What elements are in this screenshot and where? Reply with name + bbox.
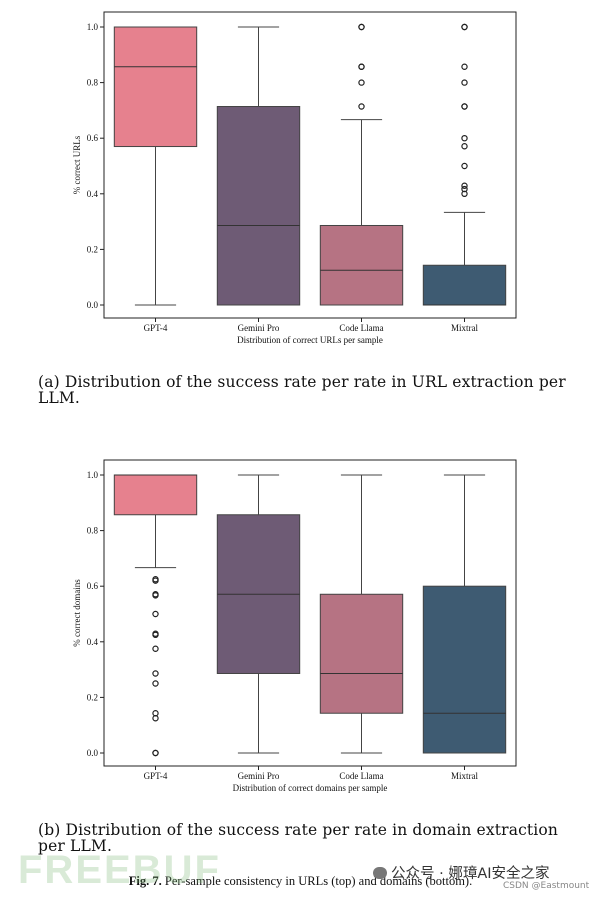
figure-label: Fig. 7. <box>128 874 162 888</box>
y-tick-label: 0.0 <box>87 748 99 758</box>
outlier-point <box>152 610 159 618</box>
y-tick-label: 0.0 <box>87 300 99 310</box>
box-gpt-4 <box>113 26 198 148</box>
box-gemini-pro <box>216 106 301 306</box>
outlier-point <box>358 79 365 86</box>
box-mixtral <box>422 264 507 306</box>
y-tick-label: 1.0 <box>87 22 99 32</box>
wechat-icon <box>373 867 387 879</box>
watermark-wechat-text: 公众号 · 娜璋AI安全之家 <box>391 866 550 882</box>
y-axis-label: % correct domains <box>72 579 82 647</box>
x-tick-label: Mixtral <box>451 771 478 781</box>
caption-b: (b) Distribution of the success rate per… <box>38 821 559 855</box>
outlier-point <box>461 63 468 70</box>
y-tick-label: 0.4 <box>87 637 99 647</box>
outlier-point <box>152 645 159 652</box>
watermark-freebuf: FREEBUF <box>18 848 221 892</box>
outlier-point <box>358 63 365 70</box>
outlier-point <box>461 103 468 110</box>
caption-a: (a) Distribution of the success rate per… <box>38 373 566 407</box>
outlier-point <box>152 631 159 639</box>
outlier-point <box>461 162 468 170</box>
box-code-llama <box>319 224 404 306</box>
outlier-point <box>152 715 159 722</box>
chart-domain-boxplot: 0.0 0.2 0.4 0.6 0.8 1.0 GPT-4 Gemini Pro Code Ll… <box>72 459 517 793</box>
outlier-point <box>358 103 365 110</box>
y-tick-label: 0.4 <box>87 189 99 199</box>
watermark-wechat: 公众号 · 娜璋AI安全之家 <box>373 862 550 883</box>
outlier-point <box>358 23 365 31</box>
outlier-point <box>461 134 468 142</box>
x-tick-label: Gemini Pro <box>238 771 280 781</box>
outlier-point <box>152 680 159 687</box>
plot-frame <box>103 11 517 319</box>
box-gpt-4 <box>113 474 198 516</box>
x-tick-label: GPT-4 <box>144 323 168 333</box>
outlier-point <box>461 143 468 150</box>
watermark-csdn: CSDN @Eastmount <box>503 881 590 891</box>
outlier-point <box>152 592 159 599</box>
y-tick-label: 0.6 <box>87 133 99 143</box>
outlier-point <box>152 670 159 677</box>
outlier-point <box>461 23 468 31</box>
figure-caption-text: Per-sample consistency in URLs (top) and… <box>164 874 473 888</box>
outlier-point <box>152 577 159 584</box>
chart-url-boxplot: 0.0 0.2 0.4 0.6 0.8 1.0 GPT-4 Gemini Pro Code Ll… <box>72 11 517 345</box>
y-tick-label: 0.2 <box>87 244 98 254</box>
outlier-point <box>461 79 468 86</box>
box-code-llama <box>319 593 404 714</box>
y-axis-label: % correct URLs <box>72 135 82 194</box>
figure-caption: Fig. 7. Per-sample consistency in URLs (… <box>0 874 601 889</box>
y-tick-label: 0.2 <box>87 692 98 702</box>
x-tick-label: Code Llama <box>339 323 383 333</box>
y-tick-label: 0.8 <box>87 526 99 536</box>
outlier-point <box>152 749 159 757</box>
x-axis-label: Distribution of correct URLs per sample <box>237 335 383 345</box>
box-mixtral <box>422 585 507 754</box>
outlier-point <box>461 182 468 189</box>
outlier-point <box>461 185 468 193</box>
x-tick-label: Mixtral <box>451 323 478 333</box>
y-tick-label: 1.0 <box>87 470 99 480</box>
x-tick-label: Code Llama <box>339 771 383 781</box>
x-tick-label: GPT-4 <box>144 771 168 781</box>
y-tick-label: 0.6 <box>87 581 99 591</box>
x-tick-label: Gemini Pro <box>238 323 280 333</box>
x-axis-label: Distribution of correct domains per samp… <box>233 783 388 793</box>
plot-frame <box>103 459 517 767</box>
y-tick-label: 0.8 <box>87 78 99 88</box>
